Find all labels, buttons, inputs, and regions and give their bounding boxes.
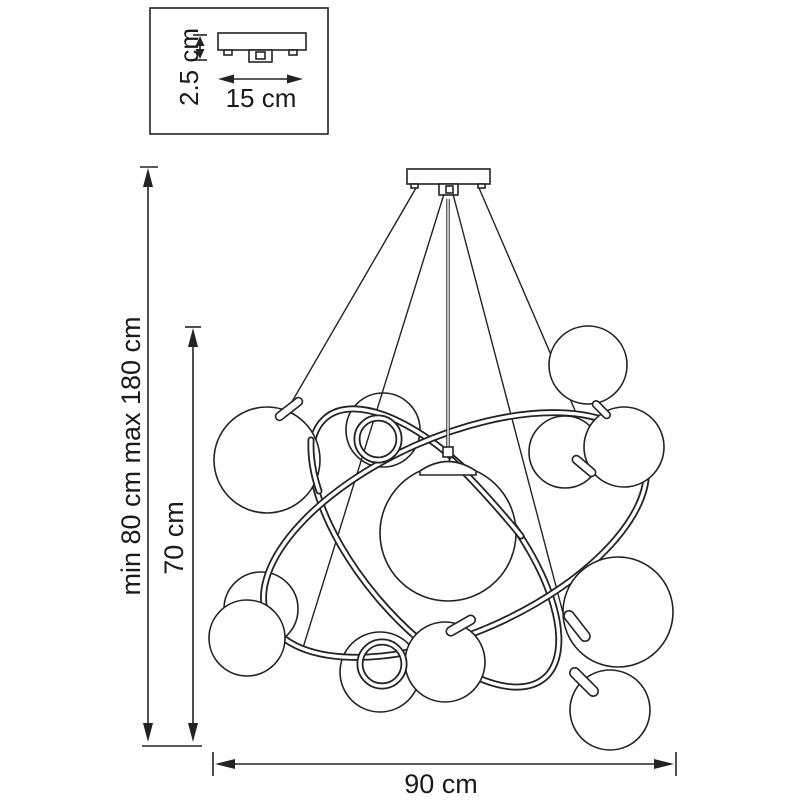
detail-inset: 2.5 cm 15 cm xyxy=(149,7,329,135)
fixture-width-dimension xyxy=(212,752,677,776)
holder-ring xyxy=(353,414,403,464)
holder-stem xyxy=(442,446,454,458)
holder-cap xyxy=(571,454,597,478)
inset-height-dimension xyxy=(193,34,207,61)
suspension-wire xyxy=(301,193,445,652)
canopy-side-view xyxy=(217,32,307,63)
inset-width-dimension xyxy=(218,74,303,84)
holder-cap xyxy=(591,400,611,420)
globe xyxy=(404,621,486,703)
fixture-width-label: 90 cm xyxy=(404,769,478,799)
globe xyxy=(548,325,628,405)
fixture-height-label: 70 cm xyxy=(159,501,189,575)
ceiling-canopy xyxy=(406,168,491,196)
dimension-annotations: min 80 cm max 180 cm 70 cm 90 cm xyxy=(116,166,677,799)
suspension-range-label: min 80 cm max 180 cm xyxy=(116,316,146,595)
holder-cap xyxy=(569,667,599,697)
lamp-holders xyxy=(274,396,611,697)
holder-ring xyxy=(356,638,408,690)
chandelier-drawing xyxy=(208,168,674,751)
holder-cap xyxy=(274,396,304,422)
fixture-height-dimension xyxy=(142,326,202,747)
suspension-height-dimension xyxy=(140,166,158,742)
globe xyxy=(379,464,517,602)
inset-border xyxy=(149,7,329,135)
globe xyxy=(583,406,665,488)
globe xyxy=(562,556,674,668)
holder-cap xyxy=(563,609,591,643)
inset-height-label: 2.5 cm xyxy=(174,28,204,106)
suspension-wire xyxy=(452,193,564,614)
suspension-wire xyxy=(285,187,417,413)
central-holder-cap xyxy=(419,460,477,476)
globe xyxy=(208,599,286,677)
inset-width-label: 15 cm xyxy=(226,83,297,113)
globe xyxy=(213,406,321,514)
holder-cap xyxy=(445,614,477,637)
